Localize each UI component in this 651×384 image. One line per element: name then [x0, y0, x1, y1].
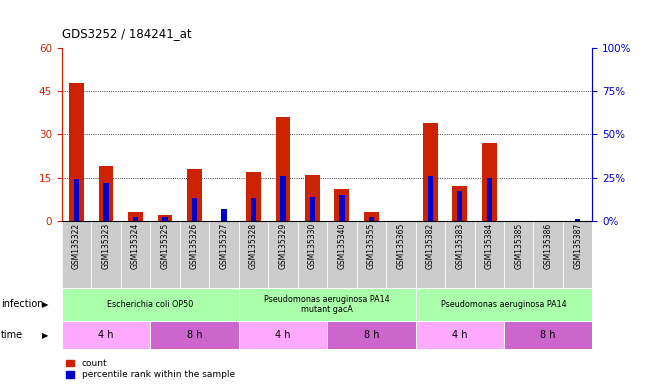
Bar	[475, 221, 504, 288]
Bar	[180, 221, 209, 288]
Bar	[281, 176, 286, 221]
Text: GSM135322: GSM135322	[72, 223, 81, 269]
Bar	[445, 221, 475, 288]
Bar	[305, 175, 320, 221]
Text: GSM135326: GSM135326	[190, 223, 199, 269]
Text: GSM135327: GSM135327	[219, 223, 229, 269]
Bar	[268, 221, 298, 288]
Text: GSM135355: GSM135355	[367, 223, 376, 269]
Text: 8 h: 8 h	[187, 330, 202, 340]
Bar	[504, 321, 592, 349]
Bar	[486, 178, 492, 221]
Bar	[357, 221, 386, 288]
Bar	[368, 217, 374, 221]
Bar	[251, 199, 256, 221]
Text: GSM135325: GSM135325	[161, 223, 169, 269]
Bar	[192, 199, 197, 221]
Bar	[533, 221, 563, 288]
Bar	[187, 169, 202, 221]
Text: GSM135329: GSM135329	[279, 223, 287, 269]
Text: Pseudomonas aeruginosa PA14
mutant gacA: Pseudomonas aeruginosa PA14 mutant gacA	[264, 295, 390, 314]
Bar	[239, 288, 415, 321]
Bar	[415, 221, 445, 288]
Bar	[62, 321, 150, 349]
Bar	[327, 321, 415, 349]
Text: infection: infection	[1, 299, 43, 310]
Bar	[563, 221, 592, 288]
Bar	[69, 83, 84, 221]
Legend: count, percentile rank within the sample: count, percentile rank within the sample	[66, 359, 235, 379]
Bar	[415, 288, 592, 321]
Bar	[298, 221, 327, 288]
Bar	[158, 215, 173, 221]
Bar	[415, 321, 504, 349]
Text: ▶: ▶	[42, 300, 49, 309]
Bar	[209, 221, 239, 288]
Bar	[150, 221, 180, 288]
Bar	[74, 179, 79, 221]
Bar	[327, 221, 357, 288]
Bar	[239, 221, 268, 288]
Text: 4 h: 4 h	[275, 330, 290, 340]
Bar	[150, 321, 239, 349]
Text: GSM135340: GSM135340	[337, 223, 346, 269]
Bar	[457, 192, 462, 221]
Text: GSM135384: GSM135384	[485, 223, 493, 269]
Bar	[482, 143, 497, 221]
Bar	[452, 186, 467, 221]
Bar	[62, 288, 239, 321]
Text: 8 h: 8 h	[540, 330, 556, 340]
Bar	[386, 221, 415, 288]
Bar	[339, 195, 344, 221]
Text: GSM135382: GSM135382	[426, 223, 435, 269]
Text: GSM135383: GSM135383	[455, 223, 464, 269]
Bar	[310, 197, 315, 221]
Bar	[162, 217, 168, 221]
Bar	[221, 209, 227, 221]
Bar	[133, 217, 138, 221]
Bar	[423, 123, 437, 221]
Text: GSM135323: GSM135323	[102, 223, 111, 269]
Bar	[246, 172, 261, 221]
Text: GSM135328: GSM135328	[249, 223, 258, 269]
Text: ▶: ▶	[42, 331, 49, 339]
Text: 8 h: 8 h	[364, 330, 379, 340]
Text: time: time	[1, 330, 23, 340]
Bar	[504, 221, 533, 288]
Bar	[275, 117, 290, 221]
Bar	[428, 176, 433, 221]
Text: GSM135386: GSM135386	[544, 223, 553, 269]
Text: Escherichia coli OP50: Escherichia coli OP50	[107, 300, 193, 309]
Text: Pseudomonas aeruginosa PA14: Pseudomonas aeruginosa PA14	[441, 300, 567, 309]
Bar	[364, 212, 379, 221]
Bar	[239, 321, 327, 349]
Text: GSM135324: GSM135324	[131, 223, 140, 269]
Text: 4 h: 4 h	[98, 330, 114, 340]
Text: GSM135330: GSM135330	[308, 223, 317, 269]
Bar	[335, 189, 349, 221]
Bar	[128, 212, 143, 221]
Bar	[99, 166, 113, 221]
Text: GSM135385: GSM135385	[514, 223, 523, 269]
Bar	[104, 183, 109, 221]
Bar	[575, 219, 580, 221]
Text: 4 h: 4 h	[452, 330, 467, 340]
Text: GSM135365: GSM135365	[396, 223, 406, 269]
Bar	[62, 221, 91, 288]
Bar	[91, 221, 121, 288]
Text: GSM135387: GSM135387	[573, 223, 582, 269]
Text: GDS3252 / 184241_at: GDS3252 / 184241_at	[62, 27, 191, 40]
Bar	[121, 221, 150, 288]
